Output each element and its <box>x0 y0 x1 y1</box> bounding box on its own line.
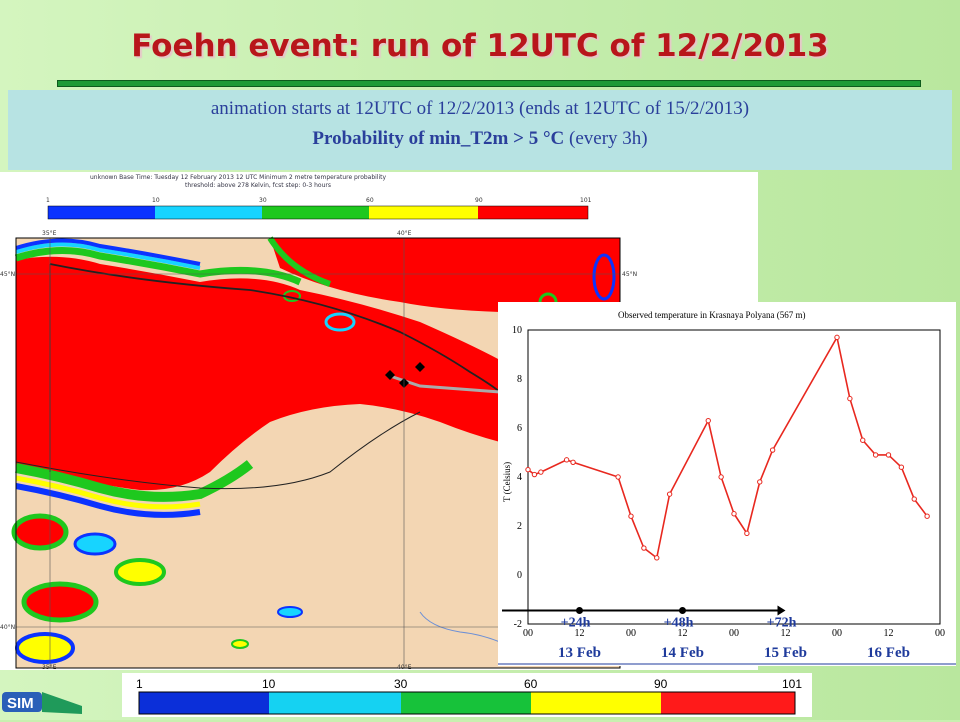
colorbar-bin-30-60 <box>401 692 531 714</box>
x-tick-label: 12 <box>781 628 791 639</box>
subtitle-line-2: Probability of min_T2m > 5 °C (every 3h) <box>8 128 952 150</box>
temperature-point <box>731 511 737 517</box>
colorbar-bin-1-10 <box>139 692 269 714</box>
small-scale-label-90: 90 <box>475 197 483 204</box>
southern-speckles <box>11 253 616 664</box>
y-tick-label: 4 <box>517 472 522 483</box>
colorbar-label-90: 90 <box>654 677 668 691</box>
x-tick-label: 00 <box>832 628 842 639</box>
map-header: unknown Base Time: Tuesday 12 February 2… <box>90 174 386 190</box>
page-title: Foehn event: run of 12UTC of 12/2/2013 <box>131 28 829 64</box>
y-axis-label: T (Celsius) <box>502 462 512 502</box>
plot-frame <box>527 329 941 625</box>
small-scale-label-10: 10 <box>152 197 160 204</box>
chart-svg: Observed temperature in Krasnaya Polyana… <box>498 310 956 665</box>
temperature-point <box>666 491 673 497</box>
colorbar-bin-90-101 <box>661 692 795 714</box>
day-label: 13 Feb <box>558 645 601 661</box>
temperature-point <box>718 474 724 480</box>
bottom-colorbar: 1 10 30 60 90 101 <box>122 673 812 717</box>
temperature-point <box>628 513 634 519</box>
small-scale-label-101: 101 <box>580 197 592 204</box>
lead-label: +48h <box>664 616 694 631</box>
temperature-point <box>525 466 531 473</box>
subtitle-tail: (every 3h) <box>564 128 648 149</box>
temperature-point <box>615 474 621 480</box>
day-label: 15 Feb <box>764 645 807 661</box>
lon-label-35-bottom: 35°E <box>42 664 57 670</box>
x-tick-label: 00 <box>523 628 533 639</box>
logo-text: SIM <box>7 695 34 712</box>
day-label: 14 Feb <box>661 645 704 661</box>
temperature-point <box>538 469 544 475</box>
colorbar-label-60: 60 <box>524 677 538 691</box>
y-tick-label: 6 <box>517 423 522 434</box>
map-header-line1: unknown Base Time: Tuesday 12 February 2… <box>90 174 387 181</box>
y-tick-label: -2 <box>514 619 522 630</box>
chart-axes: -2 0 2 4 6 8 10 00 12 00 12 00 12 00 12 00 <box>512 325 945 639</box>
temperature-point <box>834 334 840 341</box>
temperature-point <box>911 496 917 502</box>
title-underline <box>57 80 921 87</box>
temperature-point <box>654 555 660 561</box>
lon-label-40-top: 40°E <box>397 230 412 237</box>
colorbar-bin-10-30 <box>269 692 401 714</box>
small-scale-label-30: 30 <box>259 197 267 204</box>
colorbar-label-30: 30 <box>394 677 408 691</box>
chart-series <box>525 334 930 561</box>
y-tick-label: 8 <box>517 374 522 385</box>
forecast-lead-dot <box>679 607 686 615</box>
x-tick-label: 12 <box>575 628 585 639</box>
colorbar-label-1: 1 <box>136 677 143 691</box>
day-label: 16 Feb <box>867 645 910 661</box>
forecast-lead-dot <box>576 607 583 615</box>
temperature-point <box>705 417 711 424</box>
map-header-line2: threshold: above 278 Kelvin, fcst step: … <box>185 182 331 189</box>
colorbar-bin-60-90 <box>531 692 661 714</box>
temperature-point <box>563 457 570 463</box>
lat-label-45-right: 45°N <box>622 271 637 278</box>
small-scale-label-60: 60 <box>366 197 374 204</box>
temperature-point <box>860 437 866 443</box>
temperature-point <box>872 452 879 458</box>
x-tick-label: 00 <box>935 628 945 639</box>
x-tick-label: 12 <box>678 628 688 639</box>
lon-label-40-bottom: 40°E <box>397 664 412 670</box>
colorbar-label-10: 10 <box>262 677 276 691</box>
lead-label: +24h <box>561 616 591 631</box>
colorbar-label-101: 101 <box>782 677 802 691</box>
y-tick-label: 0 <box>517 570 522 581</box>
temperature-point <box>924 513 930 519</box>
temperature-point <box>885 452 892 458</box>
temperature-point <box>847 395 853 402</box>
small-scale-label-1: 1 <box>46 197 50 204</box>
lat-label-40-left: 40°N <box>0 624 15 631</box>
temperature-point <box>531 471 538 478</box>
temperature-point <box>641 545 647 551</box>
bottom-colorbar-svg: 1 10 30 60 90 101 <box>136 677 802 715</box>
subtitle-bold: Probability of min_T2m > 5 °C <box>312 128 565 149</box>
lat-label-45-left: 45°N <box>0 271 15 278</box>
temperature-point <box>757 479 763 485</box>
y-tick-label: 2 <box>517 521 522 532</box>
forecast-arrow-head <box>777 605 786 616</box>
observed-temperature-chart: Observed temperature in Krasnaya Polyana… <box>498 302 956 666</box>
lon-label-35-top: 35°E <box>42 230 57 237</box>
x-tick-label: 00 <box>626 628 636 639</box>
y-tick-label: 10 <box>512 325 522 336</box>
chart-title: Observed temperature in Krasnaya Polyana… <box>618 310 805 320</box>
subtitle-box: animation starts at 12UTC of 12/2/2013 (… <box>8 90 952 170</box>
x-tick-label: 00 <box>729 628 739 639</box>
day-labels: 13 Feb 14 Feb 15 Feb 16 Feb <box>498 645 956 665</box>
temperature-point <box>769 447 776 453</box>
small-colorbar <box>47 205 589 220</box>
temperature-point <box>744 530 750 537</box>
forecast-lead-markers: +24h +48h +72h <box>502 605 797 631</box>
temperature-point <box>898 464 905 470</box>
sim-logo: SIM <box>2 692 82 714</box>
lead-label: +72h <box>767 616 797 631</box>
x-tick-label: 12 <box>884 628 894 639</box>
temperature-point <box>570 459 576 466</box>
subtitle-line-1: animation starts at 12UTC of 12/2/2013 (… <box>210 98 750 119</box>
